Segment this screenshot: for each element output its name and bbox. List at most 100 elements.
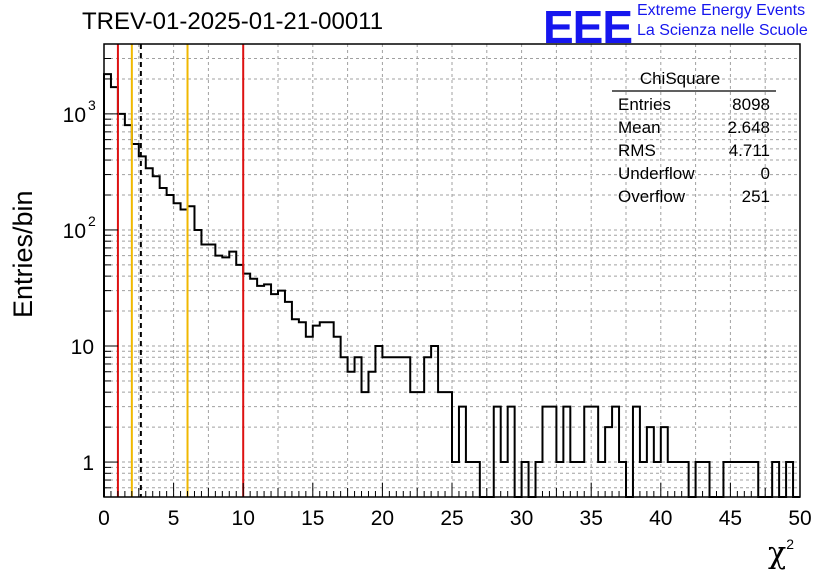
histogram-bin — [104, 74, 111, 497]
histogram-bin — [139, 156, 146, 497]
histogram-bin — [348, 372, 355, 497]
x-tick-label: 50 — [788, 507, 811, 530]
histogram-bin — [786, 462, 793, 497]
histogram-bin — [215, 256, 222, 497]
histogram-bin — [181, 210, 188, 497]
histogram-bin — [334, 337, 341, 497]
histogram-bin — [320, 322, 327, 497]
histogram-bin — [417, 392, 424, 497]
x-tick-label: 45 — [719, 507, 742, 530]
histogram-bin — [751, 462, 758, 497]
histogram-bin — [598, 462, 605, 497]
grid-lines — [104, 44, 800, 497]
histogram-bin — [682, 462, 689, 497]
x-tick-label: 15 — [301, 507, 324, 530]
histogram-bin — [229, 252, 236, 497]
histogram-bin — [424, 357, 431, 497]
histogram-bin — [723, 462, 730, 497]
histogram-bin — [188, 206, 195, 497]
histogram-bin — [341, 357, 348, 497]
histogram-bin — [396, 357, 403, 497]
histogram-bin — [201, 244, 208, 497]
histogram-bin — [459, 407, 466, 497]
histogram-bin — [703, 462, 710, 497]
histogram-bin — [570, 462, 577, 497]
histogram-bin — [410, 392, 417, 497]
x-tick-label: 10 — [232, 507, 255, 530]
histogram-bin — [250, 279, 257, 497]
histogram-bin — [327, 322, 334, 497]
histogram-bin — [264, 284, 271, 497]
histogram-bin — [271, 294, 278, 497]
x-tick-label: 40 — [649, 507, 672, 530]
histogram-bin — [494, 407, 501, 497]
histogram-bin — [167, 195, 174, 497]
histogram-bin — [306, 337, 313, 497]
histogram-bin — [257, 286, 264, 497]
x-tick-label: 30 — [510, 507, 533, 530]
histogram-bin — [382, 357, 389, 497]
histogram-bin — [368, 372, 375, 497]
histogram-bin — [285, 302, 292, 497]
histogram-bin — [508, 407, 515, 497]
y-tick-exponent: 3 — [88, 97, 96, 113]
histogram-bin — [208, 244, 215, 497]
histogram-bin — [563, 407, 570, 497]
y-tick-label: 10 — [71, 336, 94, 359]
histogram-bin — [125, 125, 132, 497]
x-tick-label: 35 — [580, 507, 603, 530]
stats-label: Mean — [618, 118, 661, 137]
x-axis-label: χ2 — [768, 536, 794, 571]
histogram-bin — [654, 462, 661, 497]
y-tick-label: 10 — [63, 104, 86, 127]
histogram-bin — [194, 230, 201, 497]
marker-lines — [116, 44, 245, 497]
x-tick-label: 20 — [371, 507, 394, 530]
histogram-bin — [243, 274, 250, 497]
histogram-bin — [132, 144, 139, 497]
x-tick-label: 0 — [98, 507, 110, 530]
stats-title: ChiSquare — [640, 69, 720, 88]
stats-box: ChiSquare Entries 8098 Mean 2.648 RMS 4.711 Und… — [612, 69, 776, 206]
histogram-bin — [355, 357, 362, 497]
x-tick-label: 25 — [440, 507, 463, 530]
histogram-bin — [452, 462, 459, 497]
histogram-bin — [403, 357, 410, 497]
histogram-bin — [153, 176, 160, 497]
histogram-bin — [362, 392, 369, 497]
histogram — [103, 73, 800, 498]
histogram-bin — [696, 462, 703, 497]
histogram-bin — [675, 462, 682, 497]
histogram-outline — [103, 73, 800, 498]
histogram-bin — [111, 87, 118, 497]
histogram-bin — [438, 392, 445, 497]
histogram-bin — [737, 462, 744, 497]
stats-value: 2.648 — [727, 118, 770, 137]
stats-label: RMS — [618, 141, 656, 160]
y-tick-label: 1 — [82, 452, 94, 475]
histogram-bin — [542, 407, 549, 497]
histogram-bin — [612, 407, 619, 497]
stats-label: Underflow — [618, 164, 695, 183]
histogram-bin — [633, 407, 640, 497]
histogram-bin — [292, 319, 299, 497]
histogram-bin — [661, 427, 668, 497]
stats-value: 251 — [742, 187, 770, 206]
chart-title: TREV-01-2025-01-21-00011 — [82, 8, 384, 35]
histogram-bin — [299, 322, 306, 497]
x-axis-symbol: χ — [768, 536, 787, 571]
histogram-bin — [772, 462, 779, 497]
histogram-bin — [146, 168, 153, 497]
histogram-bin — [278, 291, 285, 497]
histogram-bin — [160, 188, 167, 497]
logo-line-1: Extreme Energy Events — [637, 2, 806, 19]
y-tick-label: 10 — [63, 220, 86, 243]
histogram-bin — [522, 462, 529, 497]
stats-value: 0 — [761, 164, 770, 183]
stats-value: 8098 — [732, 95, 770, 114]
histogram-bin — [536, 462, 543, 497]
histogram-bin — [118, 114, 125, 497]
histogram-bin — [577, 462, 584, 497]
